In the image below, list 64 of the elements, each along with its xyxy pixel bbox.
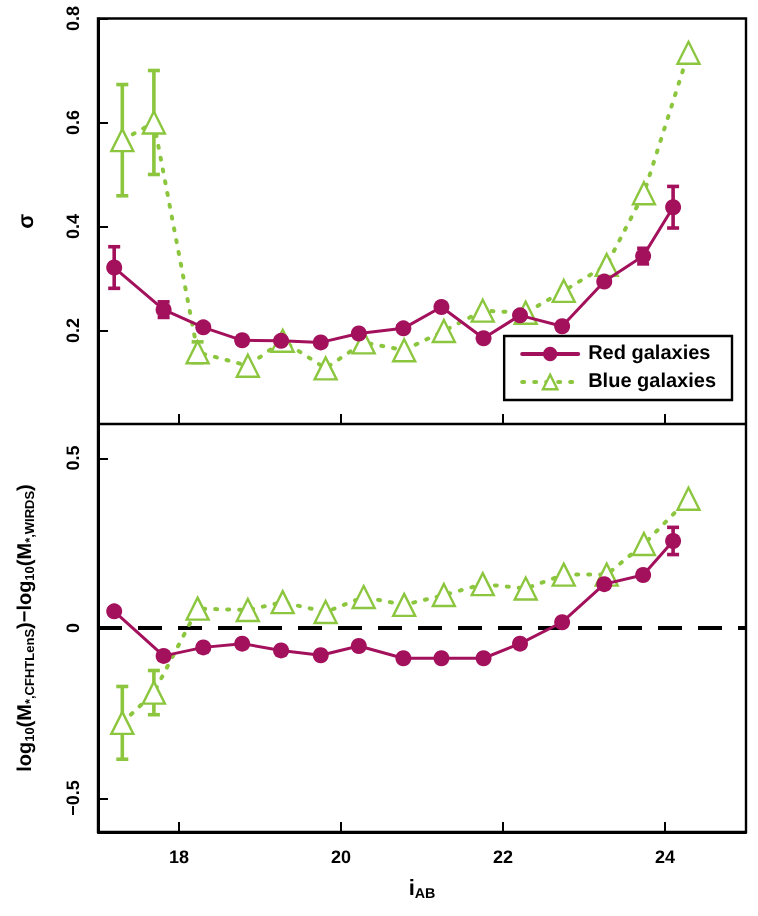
point	[391, 337, 417, 363]
point	[234, 332, 251, 349]
point	[551, 562, 576, 587]
point	[551, 278, 576, 304]
point	[234, 635, 251, 652]
legend-label: Blue galaxies	[588, 371, 717, 393]
point	[391, 592, 417, 618]
point	[475, 330, 492, 347]
x-tick-label: 18	[168, 847, 190, 867]
point	[395, 650, 412, 667]
point	[106, 259, 123, 276]
point	[431, 318, 457, 344]
point	[351, 584, 376, 610]
point	[512, 635, 529, 652]
point	[676, 40, 701, 66]
x-tick-label: 20	[330, 847, 352, 867]
point	[235, 353, 261, 378]
y-tick-label: 0.6	[63, 109, 83, 135]
point	[665, 532, 682, 549]
point	[235, 597, 261, 623]
point	[110, 710, 135, 736]
point	[141, 680, 167, 705]
point	[350, 325, 367, 342]
point	[475, 650, 492, 667]
point	[631, 531, 657, 557]
point	[312, 647, 329, 664]
point	[350, 638, 367, 655]
point	[433, 650, 450, 667]
point	[313, 356, 338, 381]
point	[596, 576, 613, 593]
point	[185, 596, 210, 621]
point	[665, 199, 682, 216]
y-tick-label: 0	[63, 622, 83, 634]
x-tick-label: 22	[492, 847, 514, 867]
point	[106, 603, 123, 620]
point	[554, 614, 571, 631]
y-tick-label: −0.5	[63, 780, 83, 816]
point	[631, 180, 657, 206]
point	[312, 334, 329, 351]
point	[433, 299, 450, 316]
point	[395, 320, 412, 337]
y-tick-label: 0.4	[63, 213, 83, 239]
point	[431, 582, 457, 608]
point	[195, 319, 212, 336]
point	[195, 639, 212, 656]
point	[635, 566, 652, 583]
point	[155, 647, 172, 664]
point	[596, 273, 613, 290]
point	[470, 298, 495, 323]
y-axis-title: σ	[15, 212, 39, 229]
point	[513, 576, 538, 601]
x-tick-label: 24	[654, 847, 676, 867]
point	[273, 642, 290, 659]
y-tick-label: 0.2	[63, 317, 83, 343]
point	[110, 127, 135, 153]
point	[470, 571, 495, 597]
point	[270, 589, 295, 615]
y-tick-label: 0.8	[63, 6, 83, 32]
point	[676, 486, 701, 511]
point	[141, 110, 167, 135]
point	[554, 318, 571, 335]
y-tick-label: 0.5	[63, 445, 83, 471]
legend-label: Red galaxies	[588, 343, 712, 365]
point	[313, 599, 338, 625]
